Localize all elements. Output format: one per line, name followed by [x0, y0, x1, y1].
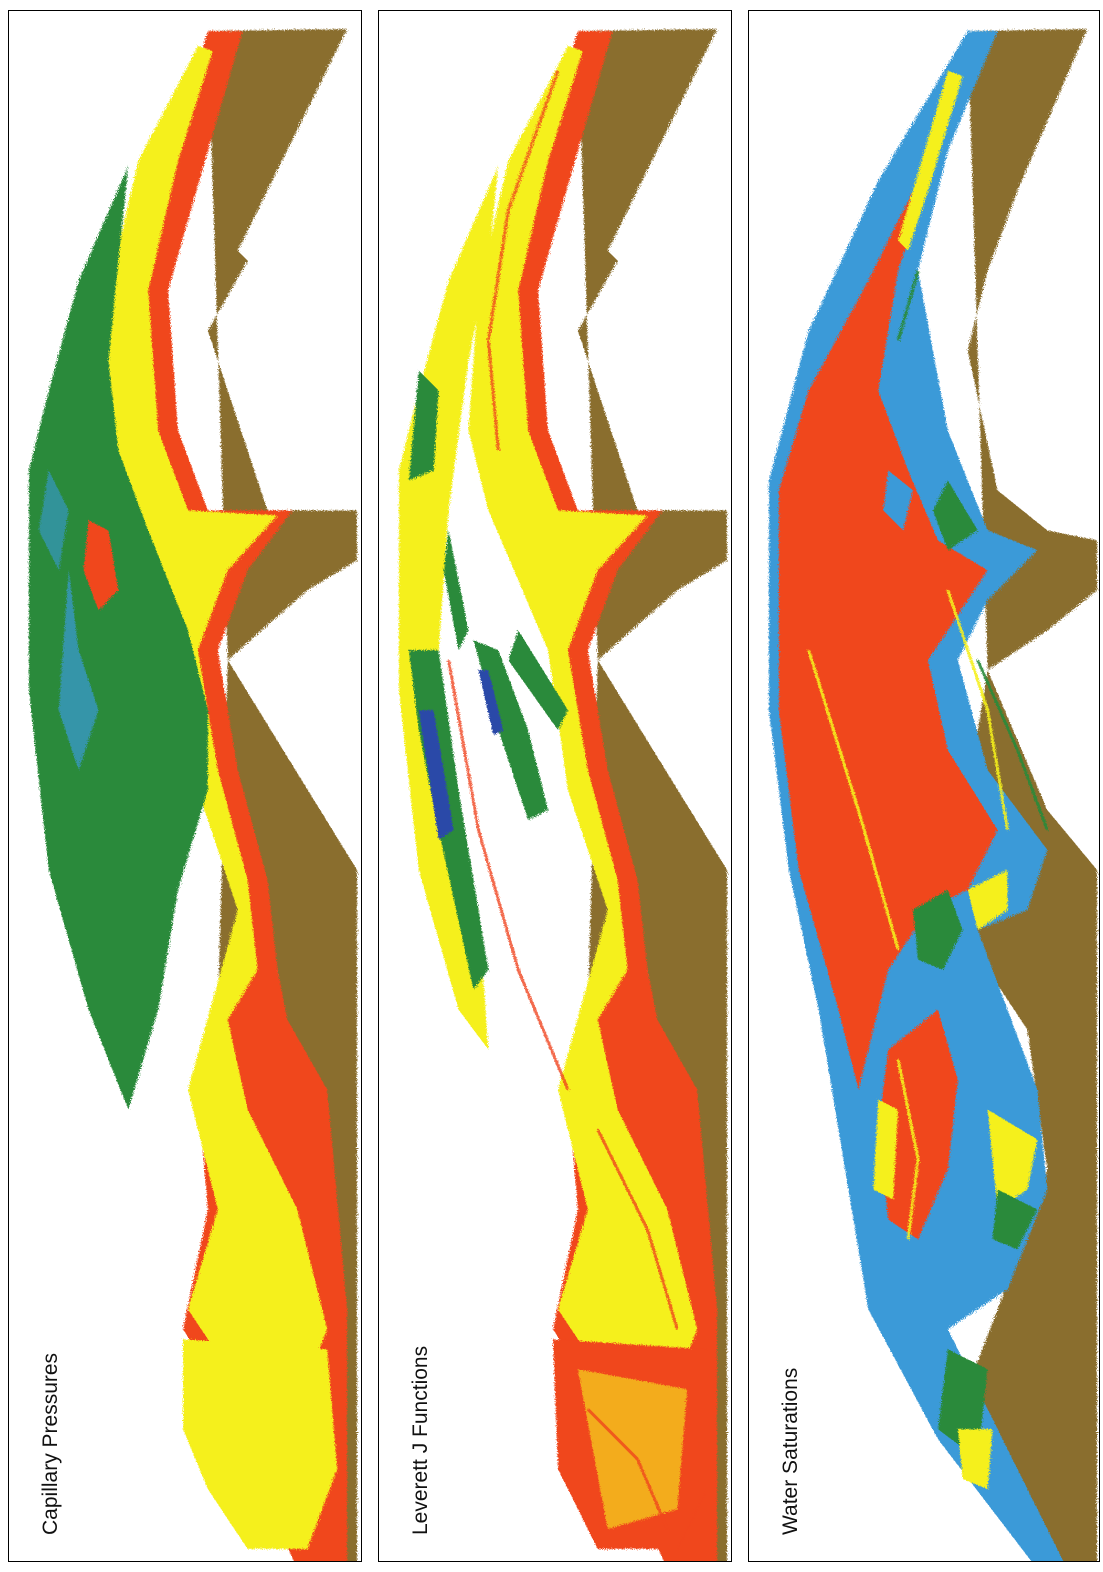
panel-label: Water Saturations — [779, 1367, 802, 1535]
water-saturations-panel: Water Saturations — [748, 10, 1100, 1562]
capillary-pressures-map — [28, 28, 358, 1561]
water-saturations-map — [768, 28, 1098, 1561]
leverett-j-functions-panel: Leverett J Functions — [378, 10, 732, 1562]
capillary-pressures-panel: Capillary Pressures — [8, 10, 362, 1562]
panel-label: Leverett J Functions — [409, 1345, 432, 1535]
leverett-j-functions-map — [398, 28, 728, 1561]
panel-label: Capillary Pressures — [39, 1352, 62, 1535]
